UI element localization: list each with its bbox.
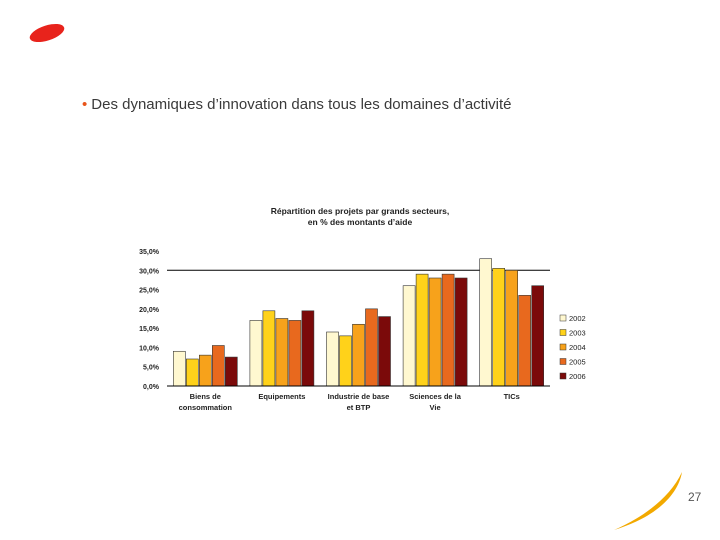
bar (505, 269, 519, 387)
bar (531, 285, 545, 387)
y-tick-label: 30,0% (139, 268, 160, 275)
legend-label: 2005 (569, 358, 586, 367)
x-tick-label: consommation (179, 403, 233, 412)
legend-swatch (559, 372, 567, 380)
bar (186, 358, 199, 387)
legend-label: 2002 (569, 314, 586, 323)
chart-title-line: en % des montants d’aide (308, 217, 413, 227)
bar (262, 310, 276, 387)
legend-label: 2006 (569, 372, 586, 381)
brand-logo (29, 23, 65, 43)
legend-swatch (559, 343, 567, 351)
y-tick-label: 20,0% (139, 307, 160, 314)
bar (173, 350, 186, 387)
y-tick-label: 25,0% (139, 288, 160, 295)
y-tick-label: 5,0% (143, 365, 160, 372)
bar (301, 310, 315, 387)
y-tick-label: 35,0% (139, 249, 160, 256)
bar (275, 318, 289, 387)
bar (492, 268, 506, 387)
bar (326, 331, 339, 387)
bar (402, 285, 416, 387)
legend-label: 2003 (569, 329, 586, 338)
x-tick-label: Biens de (190, 392, 221, 401)
x-tick-label: Equipements (258, 392, 305, 401)
x-tick-label: Industrie de base (328, 392, 390, 401)
bar (378, 316, 391, 387)
bar (199, 354, 212, 387)
bar (352, 323, 365, 387)
bar (365, 308, 378, 387)
y-tick-label: 10,0% (139, 345, 160, 352)
legend-swatch (559, 358, 567, 365)
slide-heading-text: Des dynamiques d’innovation dans tous le… (91, 96, 512, 113)
x-tick-label: et BTP (347, 403, 371, 412)
bar (454, 277, 468, 387)
x-tick-label: Sciences de la (409, 392, 462, 401)
bar (415, 273, 429, 387)
logo-ellipse (29, 23, 65, 43)
legend-swatch (559, 314, 567, 322)
bar (288, 320, 302, 387)
bar (225, 356, 238, 387)
y-tick-label: 15,0% (139, 326, 160, 333)
decorative-swoosh (614, 472, 682, 530)
bar (518, 295, 532, 387)
x-tick-label: Vie (430, 403, 441, 412)
bar (339, 335, 352, 387)
chart-title-line: Répartition des projets par grands secte… (271, 206, 450, 216)
x-tick-label: TICs (504, 392, 520, 401)
bar (428, 277, 442, 387)
legend-label: 2004 (569, 343, 586, 352)
page-number: 27 (688, 490, 702, 504)
legend-swatch (559, 329, 567, 336)
swoosh-shape (614, 472, 682, 530)
bar (441, 273, 455, 387)
bar (479, 258, 493, 387)
y-tick-label: 0,0% (143, 384, 160, 391)
bar (212, 345, 225, 387)
bullet-marker: • (82, 96, 88, 113)
bar (249, 320, 263, 387)
slide-heading: • Des dynamiques d’innovation dans tous l… (82, 96, 512, 113)
